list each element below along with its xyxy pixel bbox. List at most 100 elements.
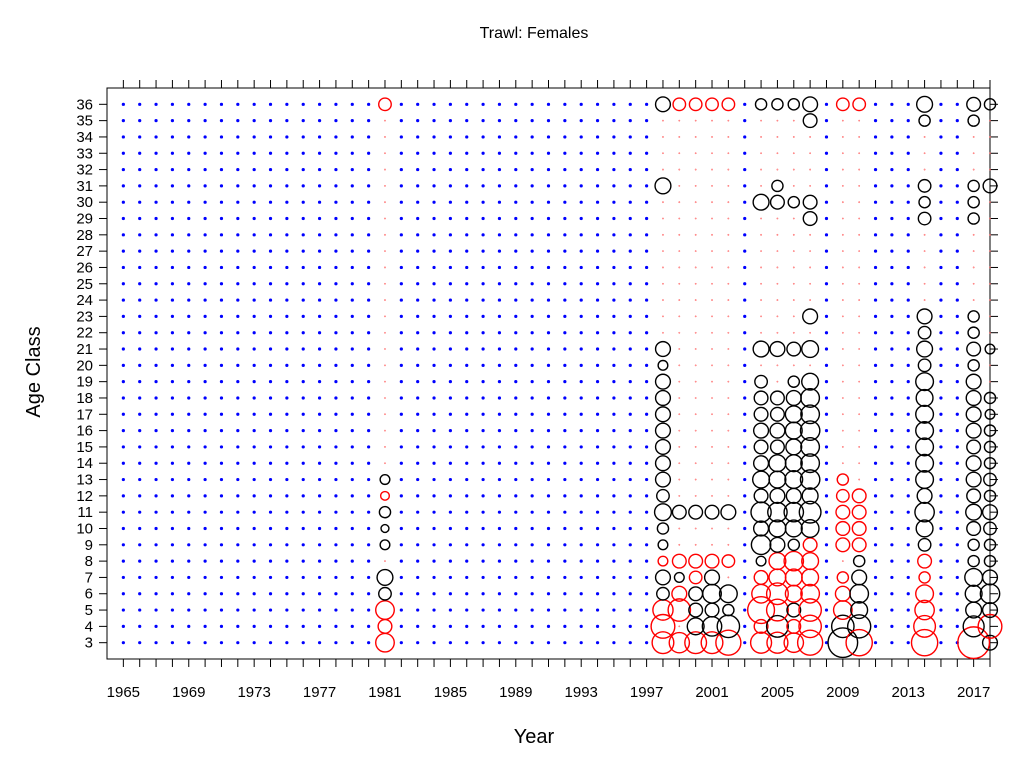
empty-dot (743, 543, 747, 547)
empty-dot (268, 314, 273, 318)
empty-dot (121, 412, 125, 416)
empty-dot (645, 119, 649, 123)
residual-bubble (915, 372, 935, 392)
residual-bubble (785, 389, 802, 407)
empty-dot (579, 559, 583, 563)
empty-dot (187, 608, 191, 612)
empty-dot (890, 412, 894, 416)
empty-dot (939, 461, 943, 465)
tiny-bubble (384, 348, 386, 350)
empty-dot (219, 151, 224, 155)
tiny-bubble (694, 527, 697, 530)
empty-dot (236, 331, 240, 335)
empty-dot (416, 119, 420, 123)
empty-dot (334, 298, 338, 302)
tiny-bubble (760, 184, 762, 187)
residual-bubble (784, 568, 803, 587)
empty-dot (432, 249, 436, 253)
empty-dot (317, 526, 322, 531)
empty-dot (154, 412, 158, 416)
empty-dot (432, 265, 436, 270)
tiny-bubble (792, 299, 795, 301)
residual-bubble (918, 571, 931, 584)
empty-dot (350, 429, 354, 433)
y-tick-label: 25 (76, 276, 93, 293)
empty-dot (121, 510, 125, 514)
residual-bubble (722, 603, 735, 617)
tiny-bubble (384, 331, 386, 334)
tiny-bubble (923, 266, 926, 269)
empty-dot (873, 429, 878, 433)
empty-dot (546, 298, 551, 302)
empty-dot (743, 363, 747, 367)
residual-bubble (983, 472, 997, 487)
empty-dot (301, 608, 305, 612)
empty-dot (628, 494, 632, 498)
empty-dot (939, 298, 943, 302)
residual-bubble (917, 553, 933, 569)
empty-dot (416, 363, 420, 367)
tiny-bubble (384, 250, 386, 253)
empty-dot (595, 167, 600, 172)
residual-bubble (851, 488, 867, 504)
residual-bubble (799, 420, 821, 441)
empty-dot (416, 575, 420, 580)
empty-dot (367, 445, 371, 449)
empty-dot (252, 184, 256, 188)
empty-dot (154, 216, 158, 221)
tiny-bubble (694, 478, 697, 481)
empty-dot (317, 314, 322, 318)
empty-dot (873, 200, 878, 204)
empty-dot (546, 510, 551, 514)
tiny-bubble (776, 152, 779, 155)
empty-dot (579, 396, 583, 400)
residual-bubble (705, 97, 719, 112)
y-tick-label: 6 (85, 586, 93, 603)
empty-dot (236, 282, 240, 286)
empty-dot (121, 592, 125, 596)
residual-bubble (917, 358, 932, 373)
empty-dot (252, 102, 256, 106)
empty-dot (939, 510, 943, 514)
empty-dot (301, 151, 305, 155)
empty-dot (824, 592, 829, 596)
empty-dot (236, 184, 240, 188)
empty-dot (301, 167, 305, 172)
empty-dot (301, 592, 305, 596)
empty-dot (628, 151, 632, 155)
empty-dot (530, 265, 534, 270)
empty-dot (170, 445, 175, 449)
tiny-bubble (989, 136, 991, 138)
empty-dot (955, 282, 959, 286)
empty-dot (285, 200, 289, 204)
empty-dot (121, 167, 125, 172)
empty-dot (236, 249, 240, 253)
residual-bubble (783, 632, 805, 654)
empty-dot (203, 249, 207, 253)
empty-dot (203, 526, 207, 531)
empty-dot (824, 135, 829, 139)
empty-dot (203, 167, 207, 172)
residual-bubble (787, 375, 801, 388)
tiny-bubble (727, 527, 730, 530)
residual-bubble (375, 632, 395, 653)
empty-dot (465, 429, 469, 433)
residual-bubble (830, 614, 855, 639)
residual-bubble (964, 584, 983, 603)
empty-dot (432, 119, 436, 123)
empty-dot (203, 151, 207, 155)
empty-dot (563, 347, 567, 351)
empty-dot (219, 396, 224, 400)
residual-bubble (800, 583, 821, 604)
empty-dot (219, 184, 224, 188)
empty-dot (497, 429, 502, 433)
empty-dot (824, 380, 829, 384)
residual-bubble (851, 520, 867, 537)
empty-dot (350, 396, 354, 400)
empty-dot (628, 249, 632, 253)
tiny-bubble (384, 299, 386, 301)
empty-dot (530, 119, 534, 123)
empty-dot (448, 265, 452, 270)
empty-dot (873, 543, 878, 547)
tiny-bubble (760, 331, 762, 334)
